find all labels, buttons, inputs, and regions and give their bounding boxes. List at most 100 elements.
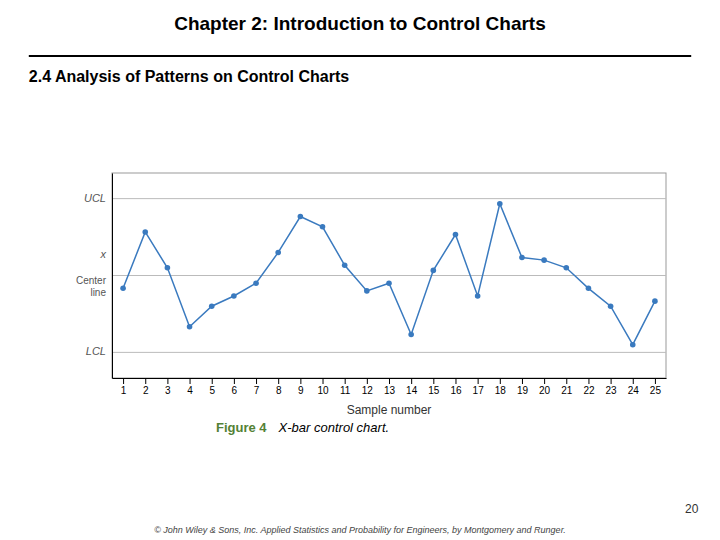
x-tick-mark — [300, 378, 301, 384]
chart: Chapter 2: Introduction to Control Chart… — [0, 0, 720, 540]
reference-symbol: x — [100, 248, 107, 260]
title-rule — [29, 55, 691, 57]
x-tick-label: 15 — [428, 385, 440, 396]
x-tick-mark — [611, 378, 612, 384]
x-tick: 2 — [143, 378, 149, 396]
x-tick-label: 16 — [450, 385, 462, 396]
x-tick: 7 — [254, 378, 260, 396]
data-point — [431, 268, 437, 274]
x-tick: 18 — [495, 378, 507, 396]
x-tick: 14 — [406, 378, 418, 396]
x-tick: 10 — [317, 378, 329, 396]
data-point — [541, 257, 547, 263]
data-point — [453, 232, 459, 238]
x-tick: 17 — [473, 378, 485, 396]
y-axis — [112, 174, 113, 379]
x-tick-mark — [433, 378, 434, 384]
data-point — [253, 280, 259, 286]
x-tick-mark — [588, 378, 589, 384]
x-tick-label: 25 — [650, 385, 662, 396]
x-tick-mark — [190, 378, 191, 384]
x-tick: 4 — [187, 378, 193, 396]
x-tick-mark — [367, 378, 368, 384]
reference-line — [112, 198, 666, 199]
data-point — [652, 298, 658, 304]
x-tick: 15 — [428, 378, 440, 396]
data-point — [586, 286, 592, 292]
data-point — [475, 293, 481, 299]
data-point — [298, 214, 304, 220]
x-tick: 1 — [121, 378, 127, 396]
footer: © John Wiley & Sons, Inc. Applied Statis… — [154, 525, 566, 535]
reference-label: LCL — [86, 345, 106, 357]
x-tick-label: 23 — [606, 385, 618, 396]
x-tick: 9 — [298, 378, 304, 396]
x-tick: 11 — [340, 378, 351, 396]
data-point — [120, 286, 126, 292]
x-tick-label: 24 — [628, 385, 640, 396]
x-tick: 23 — [606, 378, 618, 396]
x-tick-label: 7 — [254, 385, 260, 396]
x-tick-label: 3 — [165, 385, 171, 396]
x-tick-label: 19 — [517, 385, 529, 396]
x-tick-label: 9 — [298, 385, 304, 396]
data-point — [630, 342, 636, 348]
x-tick-mark — [411, 378, 412, 384]
x-tick: 25 — [650, 378, 662, 396]
x-tick-label: 20 — [539, 385, 551, 396]
figure-label: Figure 4 — [216, 420, 267, 435]
figure-caption-text: X-bar control chart. — [278, 420, 390, 435]
x-tick-label: 13 — [384, 385, 396, 396]
x-tick-mark — [655, 378, 656, 384]
figure-caption: Figure 4 X-bar control chart. — [216, 420, 389, 435]
data-point — [386, 280, 392, 286]
data-point — [320, 224, 326, 230]
title: Chapter 2: Introduction to Control Chart… — [174, 13, 546, 34]
x-tick-mark — [500, 378, 501, 384]
x-tick-label: 10 — [317, 385, 329, 396]
x-tick: 5 — [209, 378, 215, 396]
marks — [112, 199, 666, 353]
x-tick: 22 — [583, 378, 595, 396]
x-tick-label: 18 — [495, 385, 507, 396]
x-tick-mark — [544, 378, 545, 384]
x-tick-mark — [455, 378, 456, 384]
x-tick: 16 — [450, 378, 462, 396]
x-axis-title: Sample number — [347, 403, 432, 417]
x-tick-mark — [389, 378, 390, 384]
x-tick: 6 — [232, 378, 238, 396]
x-tick-label: 11 — [340, 385, 351, 396]
x-tick-label: 2 — [143, 385, 149, 396]
data-point — [364, 288, 370, 294]
plot: 1234567891011121314151617181920212223242… — [76, 173, 667, 417]
x-tick-label: 12 — [362, 385, 374, 396]
data-point — [563, 265, 569, 271]
data-point — [209, 303, 215, 309]
x-tick-mark — [145, 378, 146, 384]
x-tick-mark — [123, 378, 124, 384]
x-tick-label: 4 — [187, 385, 193, 396]
data-point — [408, 332, 414, 338]
x-tick-label: 14 — [406, 385, 418, 396]
data-point — [608, 303, 614, 309]
y-axis-line — [112, 174, 113, 379]
subtitle: 2.4 Analysis of Patterns on Control Char… — [29, 68, 349, 85]
data-point — [142, 229, 148, 235]
x-tick-mark — [234, 378, 235, 384]
data-point — [275, 250, 281, 256]
reference-line — [112, 275, 666, 276]
x-tick-label: 17 — [473, 385, 485, 396]
x-tick: 3 — [165, 378, 171, 396]
data-point — [497, 201, 503, 207]
x-tick-mark — [256, 378, 257, 384]
x-tick: 13 — [384, 378, 396, 396]
x-tick-label: 22 — [583, 385, 595, 396]
x-tick: 24 — [628, 378, 640, 396]
x-tick-mark — [522, 378, 523, 384]
x-tick: 21 — [561, 378, 573, 396]
plot-frame — [112, 173, 666, 378]
data-point — [187, 324, 193, 330]
reference-line — [112, 352, 666, 353]
x-tick: 19 — [517, 378, 529, 396]
x-tick-mark — [278, 378, 279, 384]
